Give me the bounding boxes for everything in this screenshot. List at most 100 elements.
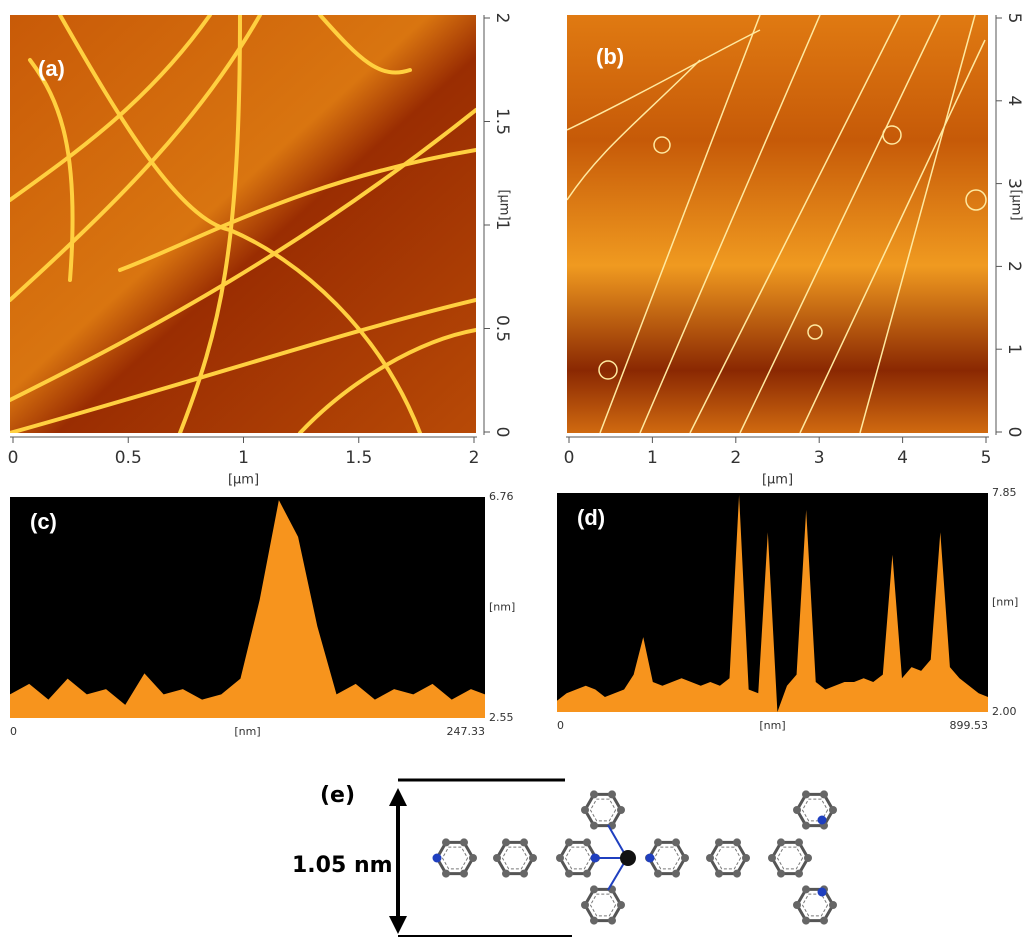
nitrogen	[433, 854, 442, 863]
atom	[556, 854, 564, 862]
x-tick-label: 0.5	[115, 448, 142, 468]
atom	[777, 838, 785, 846]
x-tick-label: 3	[814, 448, 825, 468]
atom	[590, 917, 598, 925]
metal-center	[620, 850, 636, 866]
atom	[583, 838, 591, 846]
x-unit: [μm]	[228, 473, 259, 488]
x-tick-label: 899.53	[950, 719, 989, 732]
molecule	[433, 790, 838, 924]
y-tick-label: 7.85	[992, 486, 1017, 499]
x-tick-label: 4	[897, 448, 908, 468]
atom	[804, 854, 812, 862]
x-unit: [nm]	[759, 719, 785, 732]
atom	[654, 870, 662, 878]
x-unit: [nm]	[234, 725, 260, 738]
x-tick-label: 0	[10, 725, 17, 738]
ring-inner	[802, 894, 827, 916]
y-tick-label: 1	[492, 220, 512, 231]
atom	[795, 838, 803, 846]
ring-inner	[502, 847, 527, 869]
atom	[520, 838, 528, 846]
atom	[581, 806, 589, 814]
x-tick-label: 247.33	[447, 725, 486, 738]
atom	[802, 790, 810, 798]
atom	[581, 901, 589, 909]
x-unit: [μm]	[762, 473, 793, 488]
arrow-head	[389, 916, 407, 934]
atom	[733, 870, 741, 878]
y-tick-label: 6.76	[489, 490, 514, 503]
page: (e) 1.05 nm (a) 0 0.5 1 1.5 2 0 0.5 1 1.5 2 [μm] [μm…	[0, 0, 1030, 942]
atom	[565, 870, 573, 878]
panel-label: (b)	[596, 44, 624, 69]
y-unit: [nm]	[992, 596, 1018, 609]
ring-inner	[590, 799, 615, 821]
atom	[795, 870, 803, 878]
y-tick-label: 3	[1004, 178, 1024, 189]
atom	[590, 790, 598, 798]
atom	[715, 838, 723, 846]
atom	[442, 838, 450, 846]
atom	[520, 870, 528, 878]
atom	[502, 870, 510, 878]
y-tick-label: 4	[1004, 95, 1024, 106]
ring-inner	[590, 894, 615, 916]
atom	[608, 790, 616, 798]
atom	[777, 870, 785, 878]
nitrogen	[818, 816, 827, 825]
atom	[802, 822, 810, 830]
atom	[460, 838, 468, 846]
panel-label: (a)	[38, 56, 65, 81]
atom	[742, 854, 750, 862]
ring-inner	[715, 847, 740, 869]
atom	[706, 854, 714, 862]
y-unit: [nm]	[489, 601, 515, 614]
atom	[681, 854, 689, 862]
atom	[617, 806, 625, 814]
y-unit: [μm]	[1009, 189, 1024, 220]
panel-label: (c)	[30, 509, 57, 534]
x-tick-label: 5	[981, 448, 992, 468]
atom	[802, 885, 810, 893]
atom	[502, 838, 510, 846]
x-tick-label: 0	[8, 448, 19, 468]
y-tick-label: 0.5	[492, 315, 512, 342]
x-tick-label: 1.5	[345, 448, 372, 468]
arrow-head	[389, 788, 407, 806]
afm-image-a	[10, 15, 476, 433]
y-tick-label: 2	[492, 13, 512, 24]
atom	[529, 854, 537, 862]
atom	[820, 917, 828, 925]
height-label: 1.05 nm	[292, 853, 393, 878]
panel-label: (e)	[320, 783, 355, 808]
x-tick-label: 2	[469, 448, 480, 468]
atom	[590, 822, 598, 830]
ring-inner	[442, 847, 467, 869]
atom	[715, 870, 723, 878]
ring-inner	[654, 847, 679, 869]
atom	[617, 901, 625, 909]
ring-inner	[777, 847, 802, 869]
atom	[793, 806, 801, 814]
y-tick-label: 2	[1004, 261, 1024, 272]
y-tick-label: 0	[1004, 427, 1024, 438]
y-tick-label: 2.00	[992, 705, 1017, 718]
atom	[793, 901, 801, 909]
atom	[608, 917, 616, 925]
atom	[493, 854, 501, 862]
atom	[820, 790, 828, 798]
y-tick-label: 5	[1004, 13, 1024, 24]
y-tick-label: 1.5	[492, 108, 512, 135]
y-tick-label: 2.55	[489, 711, 514, 724]
y-tick-label: 0	[492, 427, 512, 438]
atom	[733, 838, 741, 846]
atom	[829, 901, 837, 909]
atom	[442, 870, 450, 878]
atom	[590, 885, 598, 893]
x-tick-label: 1	[238, 448, 249, 468]
atom	[565, 838, 573, 846]
panel-label: (d)	[577, 505, 605, 530]
ring-inner	[565, 847, 590, 869]
x-tick-label: 2	[730, 448, 741, 468]
